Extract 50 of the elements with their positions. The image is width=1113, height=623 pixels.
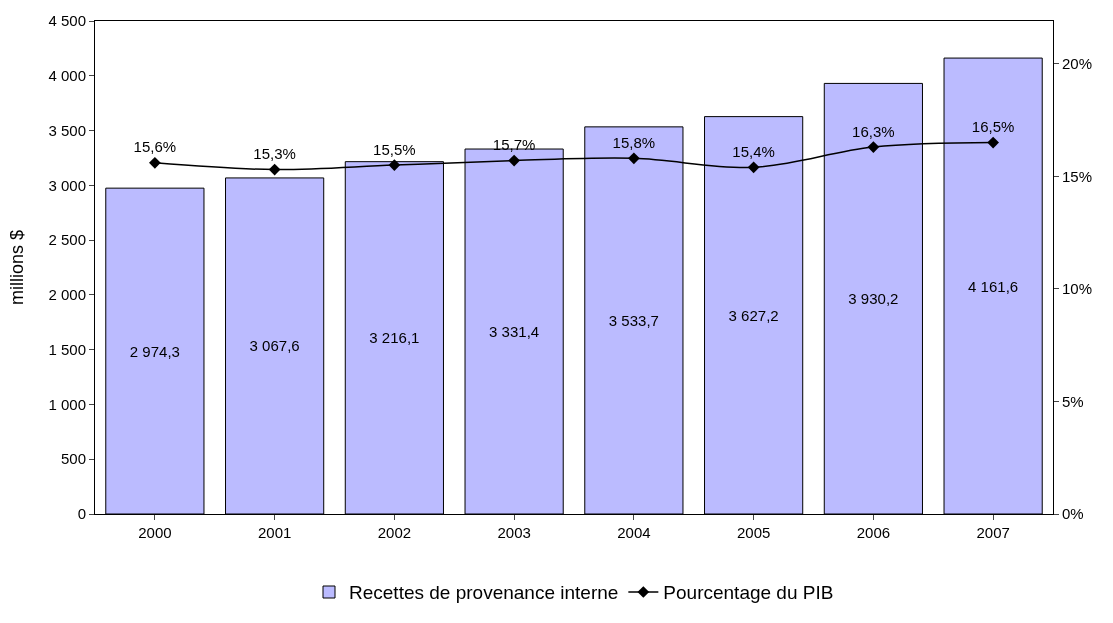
point: [388, 159, 401, 171]
data-label: 3 533,7: [608, 311, 659, 329]
data-label: 3 627,2: [728, 306, 779, 324]
y-axis-title: millions $: [6, 229, 27, 306]
y-tick-label: 1 500: [48, 340, 86, 358]
data-label: 15,3%: [253, 145, 296, 163]
point: [149, 156, 161, 169]
data-label: 16,5%: [971, 118, 1015, 136]
y-tick-label: 2 000: [48, 286, 86, 304]
y2-tick-label: 0%: [1062, 505, 1084, 523]
x-tick-label: 2004: [617, 524, 651, 541]
y-tick-label: 3 500: [48, 121, 86, 139]
point: [628, 152, 640, 165]
point: [268, 163, 281, 176]
y-tick-label: 4 000: [48, 67, 86, 85]
data-label: 4 161,6: [968, 277, 1019, 295]
data-label: 15,6%: [133, 138, 177, 156]
point: [867, 141, 880, 153]
legend-label: Pourcentage du PIB: [663, 582, 834, 604]
data-label: 3 930,2: [848, 290, 899, 308]
data-label: 3 067,6: [249, 337, 300, 355]
data-label: 16,3%: [852, 122, 895, 140]
data-label: 3 216,1: [369, 329, 420, 347]
legend-label: Recettes de provenance interne: [349, 582, 619, 604]
y-tick-label: 4 500: [48, 12, 86, 30]
x-tick-label: 2005: [736, 524, 771, 541]
y-tick-label: 0: [77, 505, 86, 523]
x-tick-label: 2007: [976, 524, 1010, 541]
y2-tick-label: 20%: [1062, 55, 1093, 73]
y-tick-label: 1 000: [48, 395, 86, 413]
x-tick-label: 2000: [138, 524, 172, 541]
data-label: 15,7%: [492, 136, 536, 154]
data-label: 3 331,4: [489, 323, 540, 341]
x-tick-label: 2002: [377, 524, 412, 541]
x-tick-label: 2001: [257, 524, 292, 541]
point: [747, 161, 760, 174]
y2-tick-label: 5%: [1062, 392, 1084, 410]
y2-tick-label: 15%: [1062, 167, 1093, 185]
y-tick-label: 500: [60, 450, 86, 468]
data-label: 2 974,3: [129, 342, 180, 360]
data-label: 15,5%: [373, 140, 416, 158]
x-tick-label: 2003: [497, 524, 531, 541]
point: [508, 154, 520, 167]
y2-tick-label: 10%: [1062, 280, 1093, 298]
data-label: 15,4%: [732, 142, 775, 160]
y-tick-label: 3 000: [48, 176, 86, 194]
x-tick-label: 2006: [856, 524, 891, 541]
data-label: 15,8%: [612, 133, 656, 151]
y-tick-label: 2 500: [48, 231, 86, 249]
point: [987, 136, 999, 149]
